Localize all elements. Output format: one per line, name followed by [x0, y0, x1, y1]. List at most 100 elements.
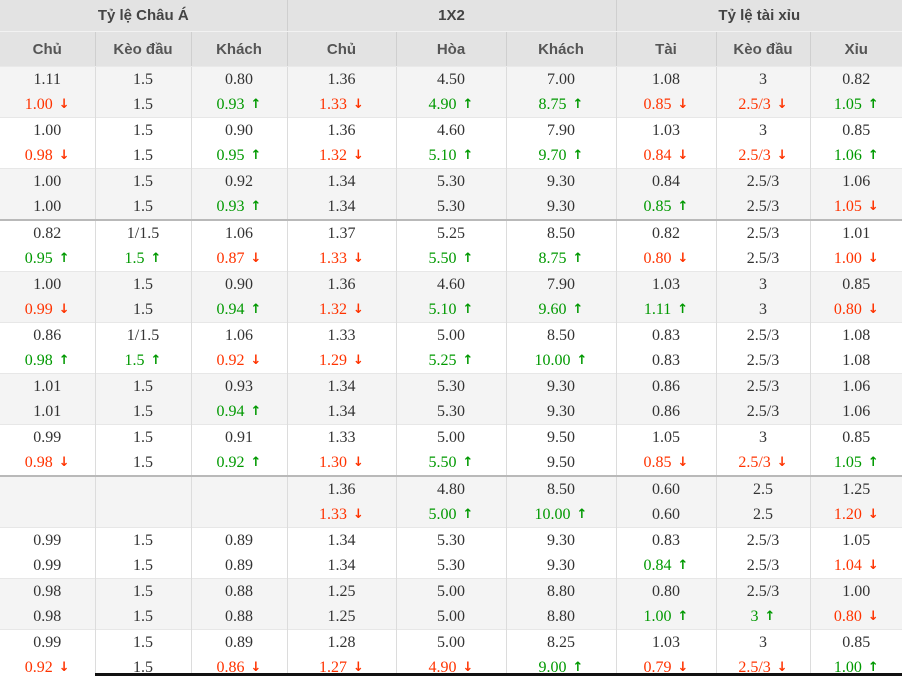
- odds-cell: 1.08 0.85 ↓: [615, 66, 716, 118]
- arrow-up-icon: ↑: [462, 455, 474, 470]
- odds-value-initial: 1.08: [842, 327, 871, 344]
- odds-value-initial: 1.05: [842, 532, 871, 549]
- odds-cell: 0.85 1.00 ↑: [809, 629, 902, 676]
- odds-value-initial: 0.85: [842, 429, 871, 446]
- odds-cell: 9.30 9.30: [505, 373, 616, 425]
- odds-value-current: 1.11 ↑: [617, 297, 716, 322]
- odds-value-current: 9.00 ↑: [507, 655, 616, 676]
- table-bottom-edge: [95, 673, 902, 676]
- odds-number: 0.95: [216, 147, 245, 164]
- odds-value-initial: 0.82: [842, 71, 871, 88]
- arrow-down-icon: ↓: [353, 148, 364, 163]
- odds-value-current: 5.00: [397, 604, 506, 629]
- odds-value-current: 0.94 ↑: [192, 297, 287, 322]
- odds-value-current: 0.86 ↓: [192, 655, 287, 676]
- odds-number: 1.32: [319, 301, 348, 318]
- odds-value-initial: 2.5/3: [746, 532, 780, 549]
- odds-value-initial: 2.5/3: [746, 173, 780, 190]
- odds-value-current: 9.30: [507, 399, 616, 424]
- odds-number: 2.5/3: [746, 557, 780, 574]
- odds-cell: 3 2.5/3 ↓: [715, 66, 810, 118]
- odds-row: 1.11 1.00 ↓ 1.5 1.5 0.80 0.93 ↑ 1.36 1.33 ↓ 4.50 4.9…: [0, 66, 902, 118]
- odds-value-current: 5.30: [397, 194, 506, 219]
- odds-cell: 1.5 1.5: [94, 424, 191, 476]
- odds-cell: 1.01 1.01: [0, 373, 95, 425]
- odds-number: 1.33: [319, 250, 348, 267]
- odds-value-current: 0.60: [617, 502, 716, 527]
- arrow-down-icon: ↓: [58, 660, 70, 675]
- odds-cell: 1.03 0.84 ↓: [615, 117, 716, 169]
- odds-value-current: 1.5: [96, 143, 191, 168]
- arrow-up-icon: ↑: [572, 251, 584, 266]
- odds-cell: 0.99 0.99: [0, 527, 95, 579]
- odds-number: 0.80: [833, 608, 862, 625]
- odds-value-current: 0.85 ↑: [617, 194, 716, 219]
- odds-number: 1.06: [842, 403, 871, 420]
- arrow-down-icon: ↓: [776, 97, 788, 112]
- odds-number: 1.01: [33, 403, 62, 420]
- odds-number: 8.80: [547, 608, 575, 625]
- odds-cell: 1.5 1.5: [94, 271, 191, 323]
- odds-value-initial: [0, 477, 95, 502]
- odds-number: 8.75: [538, 250, 567, 267]
- odds-number: 2.5/3: [746, 198, 780, 215]
- odds-value-current: 2.5/3 ↓: [717, 143, 810, 168]
- odds-cell: 0.85 1.05 ↑: [809, 424, 902, 476]
- odds-number: 9.30: [547, 403, 575, 420]
- odds-value-current: 2.5/3: [717, 194, 810, 219]
- odds-number: 9.30: [547, 198, 575, 215]
- col-1x2-draw: Hòa: [395, 31, 506, 67]
- header-group-row: Tỷ lệ Châu Á 1X2 Tỷ lệ tài xỉu: [0, 0, 902, 32]
- arrow-down-icon: ↓: [353, 660, 364, 675]
- odds-value-initial: 4.50: [437, 71, 465, 88]
- odds-cell: 1.03 0.79 ↓: [615, 629, 716, 676]
- odds-value-initial: 0.99: [33, 429, 62, 446]
- odds-number: 1.25: [327, 608, 356, 625]
- odds-value-initial: 5.30: [437, 532, 465, 549]
- odds-cell: 0.82 0.95 ↑: [0, 219, 95, 272]
- odds-cell: 1.01 1.00 ↓: [809, 219, 902, 272]
- odds-row: 0.86 0.98 ↑ 1/1.5 1.5 ↑ 1.06 0.92 ↓ 1.33 1.29 ↓ 5.00…: [0, 322, 902, 374]
- odds-cell: 1.34 1.34: [286, 168, 396, 220]
- odds-cell: 1.5 1.5: [94, 578, 191, 630]
- odds-number: 2.5: [753, 506, 773, 523]
- arrow-down-icon: ↓: [867, 302, 879, 317]
- odds-value-current: 1.34: [288, 194, 396, 219]
- odds-value-initial: 4.60: [437, 122, 465, 139]
- odds-number: 0.92: [216, 454, 245, 471]
- odds-value-initial: [192, 477, 287, 502]
- odds-cell: 1.5 1.5: [94, 66, 191, 118]
- odds-cell: 1.06 1.06: [809, 373, 902, 425]
- odds-value-current: 0.99 ↓: [0, 297, 95, 322]
- odds-cell: 1.00 0.99 ↓: [0, 271, 95, 323]
- odds-cell: 3 2.5/3 ↓: [715, 424, 810, 476]
- odds-value-initial: 2.5/3: [746, 225, 780, 242]
- odds-value-initial: 0.89: [225, 634, 253, 651]
- col-ah-line: Kèo đầu: [94, 31, 191, 67]
- odds-number: 1.5: [133, 659, 153, 676]
- odds-cell: 5.00 5.25 ↑: [395, 322, 506, 374]
- arrow-down-icon: ↓: [353, 302, 364, 317]
- odds-cell: 7.90 9.60 ↑: [505, 271, 616, 323]
- odds-value-initial: 1.5: [133, 532, 153, 549]
- odds-value-current: 1.08: [811, 348, 902, 373]
- odds-number: 9.00: [538, 659, 567, 676]
- odds-value-initial: 0.98: [33, 583, 62, 600]
- odds-number: 0.85: [643, 454, 672, 471]
- odds-number: 0.60: [652, 506, 680, 523]
- odds-cell: 9.50 9.50: [505, 424, 616, 476]
- odds-value-current: 8.75 ↑: [507, 92, 616, 117]
- arrow-down-icon: ↓: [353, 507, 364, 522]
- odds-value-current: 0.93 ↑: [192, 194, 287, 219]
- odds-number: 0.98: [24, 147, 53, 164]
- odds-value-initial: 1.25: [327, 583, 356, 600]
- odds-number: 9.70: [538, 147, 567, 164]
- odds-value-current: 0.94 ↑: [192, 399, 287, 424]
- odds-value-initial: 0.84: [652, 173, 680, 190]
- odds-value-current: 1.33 ↓: [288, 92, 396, 117]
- odds-value-current: 1.33 ↓: [288, 246, 396, 271]
- odds-row: 1.01 1.01 1.5 1.5 0.93 0.94 ↑ 1.34 1.34 5.30 5.30 9…: [0, 373, 902, 425]
- odds-value-current: 5.10 ↑: [397, 143, 506, 168]
- odds-number: 1.5: [124, 250, 145, 267]
- odds-number: 9.50: [547, 454, 575, 471]
